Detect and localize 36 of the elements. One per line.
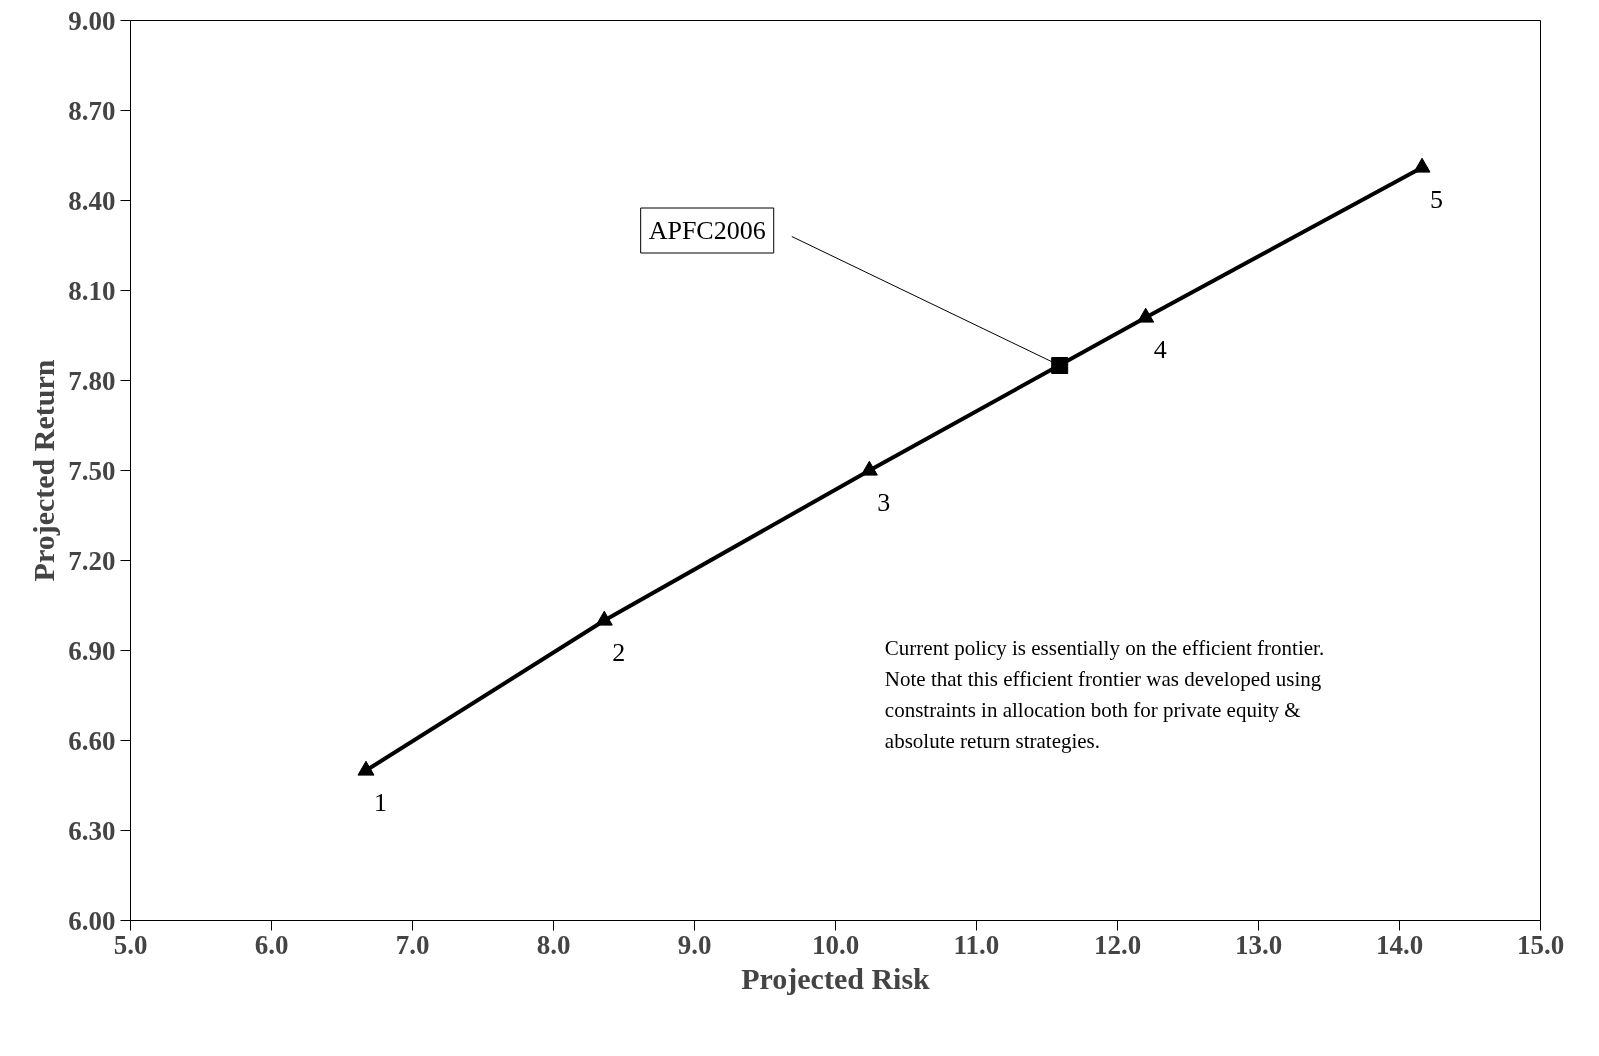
- point: [357, 760, 375, 776]
- y-tick-label: 7.20: [68, 545, 116, 576]
- y-tick-label: 6.30: [68, 815, 116, 846]
- x-tick-label: 11.0: [953, 929, 1000, 960]
- x-tick-label: 13.0: [1234, 929, 1283, 960]
- annotation: 5: [1430, 184, 1444, 214]
- annotation: 1: [373, 787, 387, 817]
- y-tick-label: 7.80: [68, 365, 116, 396]
- annotation: 4: [1153, 334, 1167, 364]
- point: [1137, 307, 1155, 323]
- point: [860, 460, 878, 476]
- x-tick-label: 12.0: [1093, 929, 1142, 960]
- x-tick-label: 7.0: [395, 929, 430, 960]
- annotation: 2: [612, 637, 626, 667]
- y-tick-label: 7.50: [68, 455, 116, 486]
- x-tick-label: 6.0: [254, 929, 289, 960]
- y-axis-title: Projected Return: [27, 359, 61, 582]
- annotation: APFC2006: [648, 216, 766, 245]
- point: [595, 610, 613, 626]
- x-axis-title: Projected Risk: [741, 961, 931, 995]
- x-tick-label: 9.0: [677, 929, 712, 960]
- y-tick-label: 8.70: [68, 95, 116, 126]
- x-tick-label: 14.0: [1375, 929, 1424, 960]
- y-tick-label: 8.10: [68, 275, 116, 306]
- y-tick-label: 9.00: [68, 5, 116, 36]
- annotation: 3: [877, 487, 891, 517]
- point: [1413, 157, 1431, 173]
- y-tick-label: 6.60: [68, 725, 116, 756]
- y-tick-label: 6.90: [68, 635, 116, 666]
- x-tick-label: 15.0: [1516, 929, 1565, 960]
- x-tick-label: 5.0: [113, 929, 148, 960]
- y-tick-label: 6.00: [68, 905, 116, 936]
- y-tick-label: 8.40: [68, 185, 116, 216]
- annotation: Current policy is essentially on the efficient frontier. Note that this efficient frontier was developed using constraints in allocation both for private equity & absolute return strategies.: [884, 635, 1325, 754]
- x-tick-label: 8.0: [536, 929, 571, 960]
- x-tick-label: 10.0: [811, 929, 860, 960]
